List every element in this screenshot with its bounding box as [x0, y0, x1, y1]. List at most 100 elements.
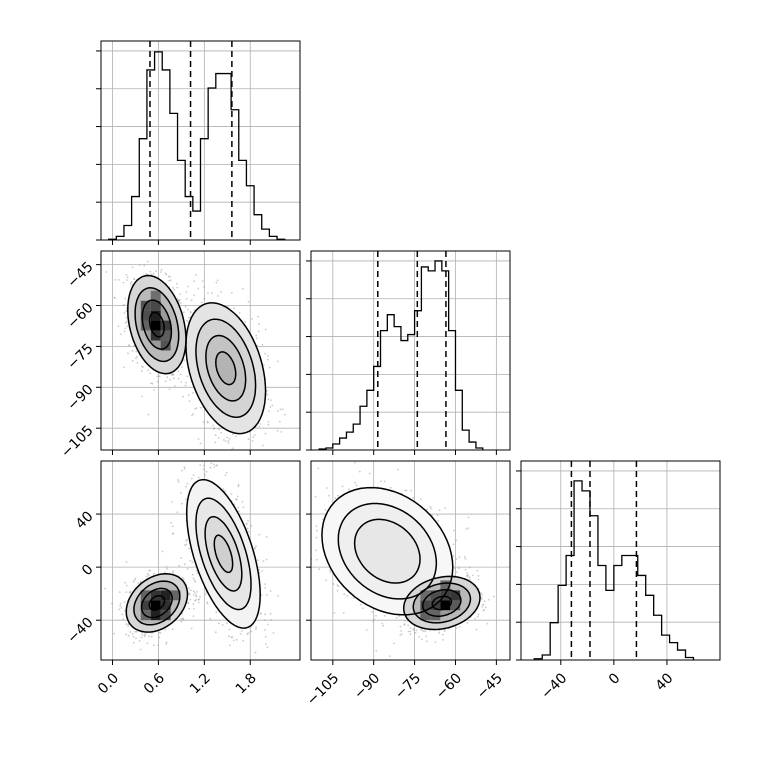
scatter-point: [467, 516, 470, 519]
scatter-point: [257, 315, 260, 318]
scatter-point: [123, 601, 126, 603]
scatter-point: [130, 281, 133, 283]
scatter-point: [206, 420, 209, 423]
histogram-step-line: [318, 260, 484, 450]
scatter-point: [186, 375, 189, 378]
scatter-point: [190, 589, 192, 592]
y-tick-label: 0: [79, 561, 97, 579]
scatter-point: [171, 525, 174, 528]
scatter-point: [181, 457, 183, 459]
scatter-point: [315, 529, 318, 532]
scatter-point: [265, 536, 268, 538]
scatter-point: [247, 519, 249, 522]
scatter-point: [383, 614, 386, 617]
scatter-point: [186, 482, 189, 485]
scatter-point: [264, 583, 266, 586]
scatter-point: [272, 631, 275, 634]
scatter-point: [125, 310, 128, 312]
scatter-point: [279, 408, 282, 411]
scatter-point: [419, 628, 422, 630]
histogram-step-line: [108, 51, 286, 240]
scatter-point: [220, 431, 222, 434]
scatter-point: [281, 672, 283, 674]
scatter-point: [131, 350, 134, 352]
density-bin: [140, 600, 151, 611]
scatter-point: [254, 434, 256, 436]
scatter-point: [259, 423, 262, 425]
scatter-point: [229, 644, 231, 647]
scatter-point: [236, 495, 239, 498]
scatter-point: [125, 274, 128, 276]
scatter-point: [192, 594, 195, 596]
scatter-point: [301, 669, 303, 671]
scatter-point: [307, 522, 309, 524]
scatter-point: [126, 279, 128, 281]
scatter-point: [365, 629, 368, 631]
scatter-point: [119, 604, 122, 607]
scatter-point: [195, 599, 198, 601]
scatter-point: [197, 476, 200, 479]
contour-line: [148, 594, 166, 611]
scatter-point: [105, 271, 108, 273]
scatter-point: [185, 298, 188, 300]
scatter-point: [153, 572, 156, 575]
scatter-point: [152, 272, 155, 275]
scatter-point: [226, 622, 228, 624]
scatter-point: [242, 506, 245, 509]
scatter-point: [127, 634, 130, 637]
scatter-point: [328, 494, 330, 497]
scatter-point: [132, 641, 135, 644]
scatter-point: [168, 388, 171, 391]
scatter-point: [179, 302, 182, 305]
scatter-point: [194, 599, 196, 602]
scatter-point: [129, 631, 132, 633]
scatter-point: [133, 344, 136, 347]
scatter-point: [146, 642, 149, 645]
scatter-point: [179, 293, 182, 296]
contour-line: [195, 318, 257, 418]
scatter-point: [326, 487, 328, 489]
scatter-point: [437, 520, 440, 522]
contour-line: [204, 516, 243, 592]
scatter-point: [426, 508, 428, 511]
scatter-point: [258, 323, 260, 326]
scatter-point: [221, 624, 224, 626]
scatter-point: [143, 264, 146, 267]
scatter-point: [361, 607, 364, 610]
scatter-point: [187, 394, 190, 397]
scatter-point: [237, 485, 240, 488]
scatter-point: [242, 288, 244, 290]
scatter-point: [149, 270, 152, 273]
scatter-point: [224, 440, 227, 443]
scatter-point: [455, 558, 458, 560]
scatter-point: [441, 633, 444, 636]
density-bin: [150, 600, 161, 611]
contour-line: [185, 302, 267, 435]
scatter-point: [125, 584, 128, 587]
scatter-point: [265, 643, 267, 645]
scatter-point: [118, 608, 121, 611]
scatter-point: [266, 594, 268, 597]
scatter-point: [359, 603, 362, 606]
scatter-point: [242, 640, 245, 642]
scatter-point: [136, 362, 139, 364]
scatter-point: [135, 357, 137, 360]
scatter-point: [181, 366, 183, 368]
scatter-point: [303, 564, 305, 566]
scatter-point: [183, 466, 186, 468]
scatter-point: [138, 264, 141, 266]
scatter-point: [453, 529, 455, 532]
scatter-point: [315, 558, 318, 561]
scatter-point: [281, 466, 283, 468]
scatter-point: [184, 498, 187, 501]
scatter-point: [265, 558, 268, 561]
scatter-point: [338, 450, 340, 452]
scatter-point: [220, 291, 223, 293]
scatter-point: [179, 299, 182, 301]
scatter-point: [235, 638, 238, 641]
scatter-point: [269, 399, 272, 401]
scatter-point: [183, 359, 186, 361]
scatter-point: [247, 530, 250, 533]
scatter-point: [247, 300, 250, 303]
scatter-point: [168, 279, 171, 282]
